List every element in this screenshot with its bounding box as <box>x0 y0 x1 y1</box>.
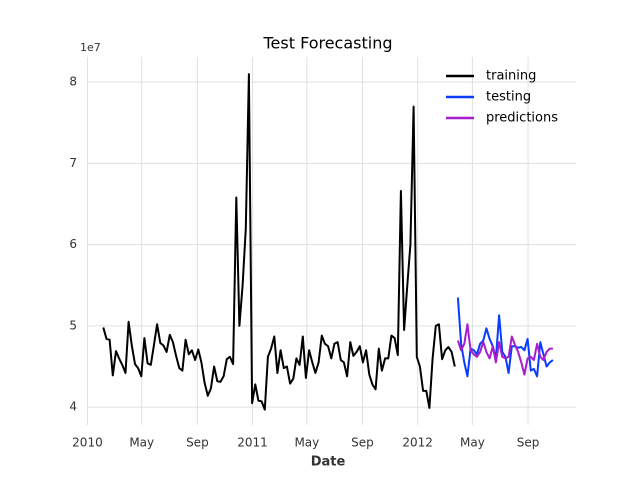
series-line <box>102 73 456 411</box>
y-tick-label: 4 <box>69 400 77 414</box>
x-axis-label: Date <box>311 455 346 470</box>
x-tick-label: Sep <box>186 436 209 450</box>
grid <box>86 57 576 425</box>
series-line <box>456 323 553 376</box>
legend-label: testing <box>486 90 531 105</box>
legend-label: predictions <box>486 111 558 126</box>
x-tick-label: Sep <box>351 436 374 450</box>
chart-title: Test Forecasting <box>262 34 392 53</box>
y-tick-label: 6 <box>69 237 77 251</box>
x-tick-label: Sep <box>517 436 540 450</box>
y-tick-label: 7 <box>69 156 77 170</box>
x-tick-label: 2011 <box>237 436 268 450</box>
x-tick-label: May <box>294 436 319 450</box>
y-tick-label: 8 <box>69 75 77 89</box>
x-tick-label: 2012 <box>402 436 433 450</box>
series-line <box>456 297 554 378</box>
y-offset-label: 1e7 <box>80 41 101 54</box>
x-tick-label: May <box>460 436 485 450</box>
legend-label: training <box>486 69 536 84</box>
y-tick-label: 5 <box>69 318 77 332</box>
x-tick-label: 2010 <box>72 436 103 450</box>
x-tick-label: May <box>129 436 154 450</box>
